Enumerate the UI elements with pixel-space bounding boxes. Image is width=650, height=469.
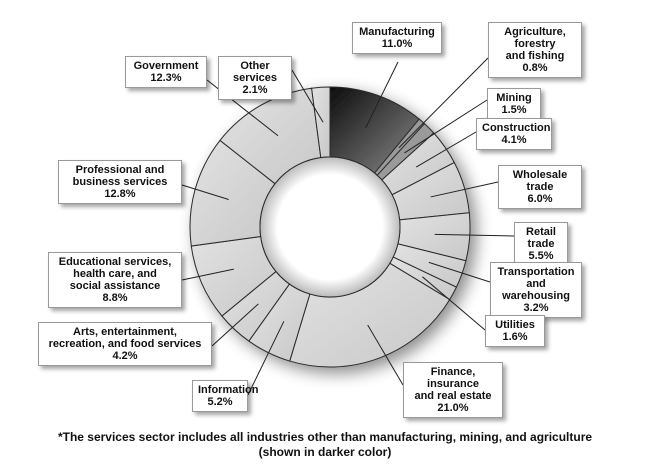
slice-label-value: 4.1% <box>501 134 527 146</box>
slice-label-value: 12.3% <box>150 72 182 84</box>
leader-line <box>422 276 486 331</box>
slice-label-value: 11.0% <box>381 38 413 50</box>
slice-label: Mining 1.5% <box>487 88 541 120</box>
leader-line <box>211 303 259 347</box>
slice-label: Utilities 1.6% <box>485 315 545 347</box>
footnote-line-2: (shown in darker color) <box>258 445 392 459</box>
slice-label: Arts, entertainment, recreation, and foo… <box>38 322 212 366</box>
slice-label-name: Transportation and warehousing <box>497 266 575 302</box>
slice-label-name: Agriculture, forestry and fishing <box>504 26 566 62</box>
leader-line <box>247 321 285 396</box>
slice-label-value: 4.2% <box>112 350 138 362</box>
slice-label-value: 8.8% <box>102 292 128 304</box>
slice-label-name: Wholesale trade <box>512 169 568 193</box>
slice-label: Information 5.2% <box>192 380 259 412</box>
leader-line <box>398 57 489 149</box>
slice-label-name: Construction <box>482 122 551 134</box>
leader-line <box>365 61 399 129</box>
slice-label-name: Information <box>198 384 259 396</box>
slice-label: Professional and business services 12.8% <box>58 160 182 204</box>
slice-label-value: 5.5% <box>528 250 554 262</box>
slice-label-name: Mining <box>496 92 532 104</box>
leader-line <box>434 233 515 237</box>
slice-label: Government 12.3% <box>125 56 207 88</box>
leader-line <box>181 268 234 281</box>
slice-label-value: 1.5% <box>501 104 527 116</box>
slice-label: Wholesale trade 6.0% <box>498 165 582 209</box>
slice-label: Manufacturing 11.0% <box>352 22 442 54</box>
slice-label-name: Retail trade <box>526 226 556 250</box>
leader-line <box>291 69 324 123</box>
leader-line <box>181 184 229 200</box>
slice-label-value: 12.8% <box>104 188 136 200</box>
slice-label-name: Government <box>133 60 199 72</box>
leader-line <box>404 99 488 154</box>
slice-label-name: Educational services, health care, and s… <box>58 256 172 292</box>
leader-line <box>415 131 477 168</box>
slice-label: Other services 2.1% <box>218 56 292 100</box>
footnote: *The services sector includes all indust… <box>0 430 650 460</box>
leader-line <box>367 324 404 386</box>
slice-label: Construction 4.1% <box>476 118 552 150</box>
slice-label-name: Utilities <box>495 319 535 331</box>
slice-label-value: 21.0% <box>437 402 469 414</box>
leader-line <box>430 181 499 198</box>
slice-label-name: Finance, insurance and real estate <box>414 366 492 402</box>
leader-line <box>428 261 491 283</box>
donut-hole <box>259 156 401 298</box>
slice-label: Retail trade 5.5% <box>514 222 568 266</box>
slice-label-value: 2.1% <box>242 84 268 96</box>
slice-label: Agriculture, forestry and fishing 0.8% <box>488 22 582 78</box>
slice-label-value: 6.0% <box>527 193 553 205</box>
slice-label-name: Professional and business services <box>72 164 168 188</box>
slice-label-name: Manufacturing <box>359 26 435 38</box>
slice-label: Finance, insurance and real estate 21.0% <box>403 362 503 418</box>
slice-label: Transportation and warehousing 3.2% <box>490 262 582 318</box>
slice-label-value: 3.2% <box>523 302 549 314</box>
slice-label-name: Other services <box>232 60 278 84</box>
slice-label: Educational services, health care, and s… <box>48 252 182 308</box>
slice-label-value: 1.6% <box>502 331 528 343</box>
donut-chart <box>181 57 515 396</box>
footnote-line-1: *The services sector includes all indust… <box>57 430 593 444</box>
slice-label-value: 0.8% <box>522 62 548 74</box>
slice-label-value: 5.2% <box>207 396 233 408</box>
slice-label-name: Arts, entertainment, recreation, and foo… <box>48 326 202 350</box>
